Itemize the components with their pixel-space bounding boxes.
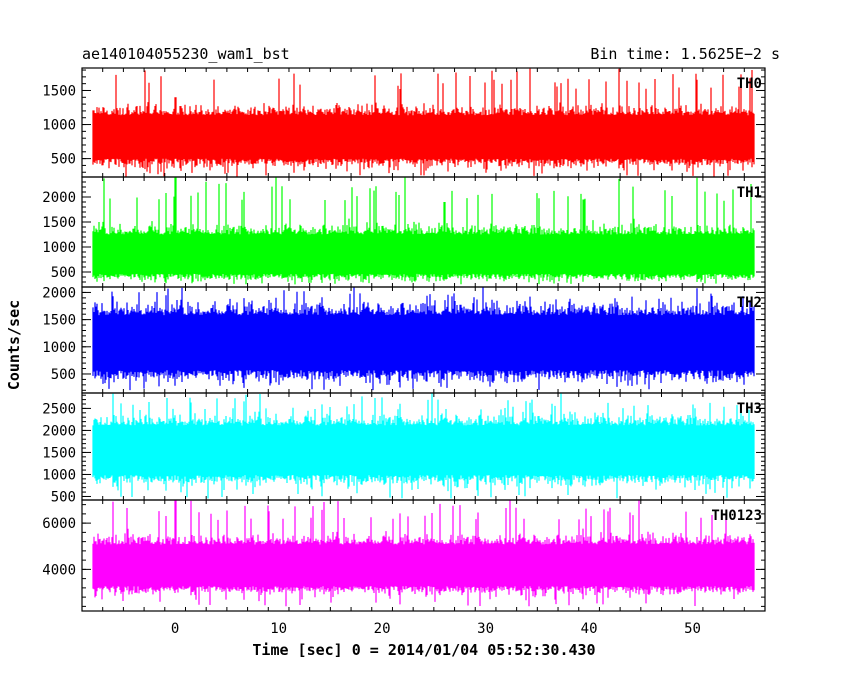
x-tick-label: 0 bbox=[171, 621, 179, 637]
panel-label: TH1 bbox=[737, 185, 762, 201]
y-tick-label: 2000 bbox=[42, 190, 76, 206]
panel-th3: 500 1000 1500 2000 2500 TH3 bbox=[42, 392, 766, 505]
x-tick-label: 30 bbox=[477, 621, 494, 637]
panel-th0123: 4000 6000 TH0123 bbox=[42, 499, 766, 612]
bin-time-label: Bin time: 1.5625E−2 s bbox=[590, 45, 780, 63]
trace-th0 bbox=[92, 68, 755, 177]
y-tick-label: 6000 bbox=[42, 516, 76, 532]
x-axis-label: Time [sec] 0 = 2014/01/04 05:52:30.430 bbox=[252, 641, 595, 659]
trace-th3 bbox=[92, 393, 755, 499]
y-tick-label: 2500 bbox=[42, 401, 76, 417]
y-tick-label: 1000 bbox=[42, 118, 76, 134]
panel-th2: 500 1000 1500 2000 TH2 bbox=[42, 285, 766, 394]
y-tick-label: 500 bbox=[51, 265, 76, 281]
x-tick-label: 40 bbox=[581, 621, 598, 637]
x-tick-label: 20 bbox=[374, 621, 391, 637]
y-tick-label: 1000 bbox=[42, 467, 76, 483]
y-tick-label: 1500 bbox=[42, 83, 76, 99]
panel-label: TH0 bbox=[737, 76, 762, 92]
trace-th2 bbox=[92, 287, 755, 391]
y-tick-label: 2000 bbox=[42, 285, 76, 301]
y-tick-label: 1500 bbox=[42, 215, 76, 231]
y-tick-label: 2000 bbox=[42, 423, 76, 439]
panel-label: TH2 bbox=[737, 295, 762, 311]
panel-th0: 500 1000 1500 TH0 bbox=[42, 67, 766, 178]
y-tick-label: 500 bbox=[51, 489, 76, 505]
panel-frame bbox=[81, 499, 766, 612]
y-tick-label: 500 bbox=[51, 152, 76, 168]
y-tick-label: 500 bbox=[51, 367, 76, 383]
panel-th1: 500 1000 1500 2000 TH1 bbox=[42, 176, 766, 288]
y-tick-label: 1500 bbox=[42, 313, 76, 329]
x-axis: 0 10 20 30 40 50 bbox=[171, 621, 701, 637]
y-tick-label: 1500 bbox=[42, 445, 76, 461]
y-tick-label: 1000 bbox=[42, 340, 76, 356]
trace-th1 bbox=[92, 177, 755, 285]
panel-label: TH3 bbox=[737, 401, 762, 417]
trace-th0123 bbox=[92, 500, 755, 607]
panels-group: 500 1000 1500 TH0 500 1000 1500 2000 TH1 500 1000 1… bbox=[42, 67, 766, 612]
panel-label: TH0123 bbox=[711, 508, 762, 524]
x-tick-label: 10 bbox=[270, 621, 287, 637]
y-axis-label: Counts/sec bbox=[5, 300, 23, 390]
y-tick-label: 1000 bbox=[42, 240, 76, 256]
x-tick-label: 50 bbox=[684, 621, 701, 637]
chart-title: ae140104055230_wam1_bst bbox=[82, 45, 290, 63]
y-tick-label: 4000 bbox=[42, 562, 76, 578]
